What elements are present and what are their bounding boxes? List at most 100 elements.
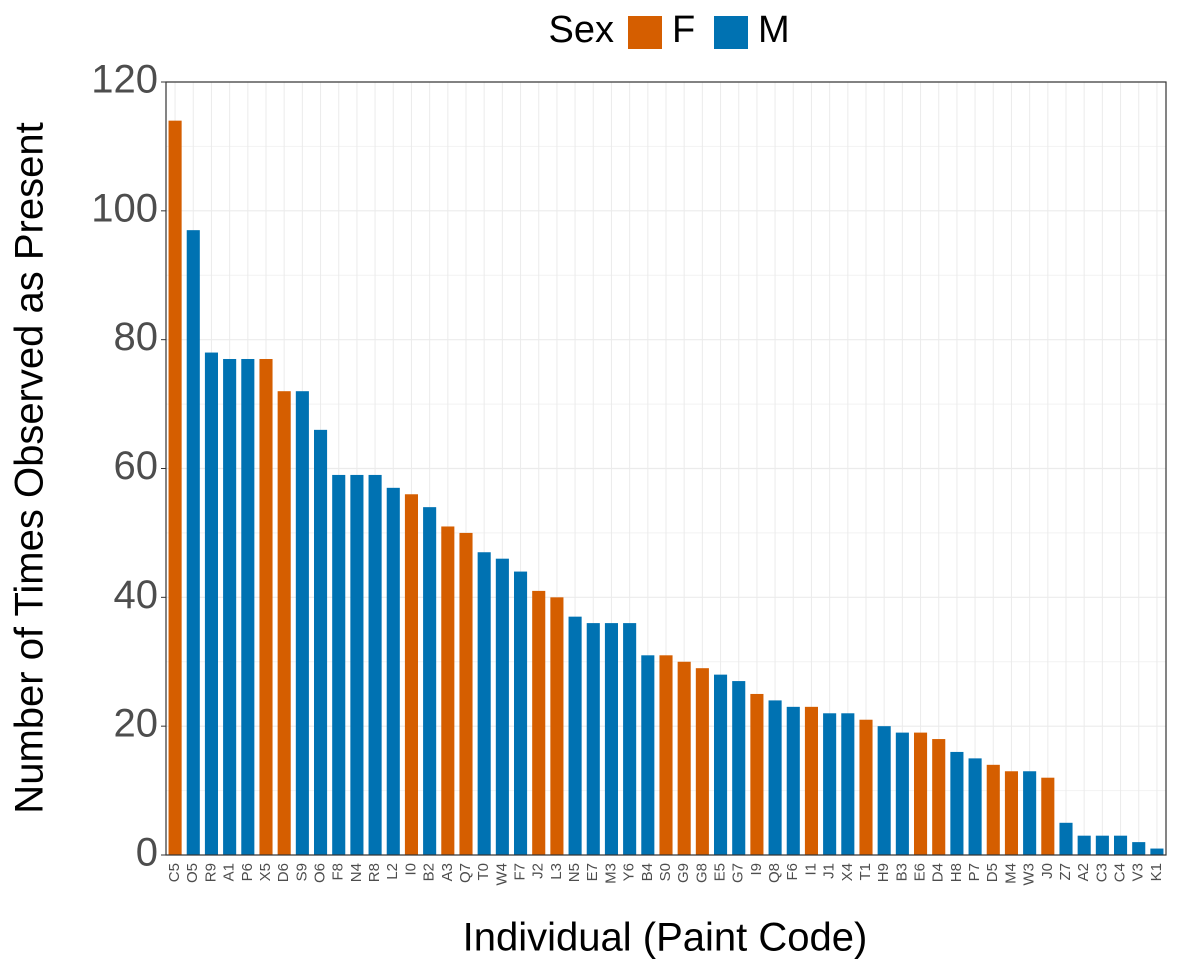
bar <box>368 474 382 855</box>
y-tick-label: 20 <box>114 702 159 746</box>
x-tick-label: F8 <box>330 863 347 881</box>
x-tick-label: P7 <box>966 863 983 881</box>
y-tick-label: 40 <box>114 573 159 617</box>
x-tick-label: L3 <box>548 863 565 880</box>
bar <box>441 526 455 855</box>
x-tick-label: D4 <box>930 863 947 882</box>
bar <box>1041 777 1055 855</box>
x-tick-label: I0 <box>402 863 419 876</box>
x-tick-label: A1 <box>221 863 238 881</box>
bar <box>768 700 782 855</box>
x-tick-label: T1 <box>857 863 874 881</box>
x-tick-label: A3 <box>439 863 456 881</box>
bar <box>1095 835 1109 855</box>
bar <box>404 494 418 855</box>
x-tick-label: F7 <box>512 863 529 881</box>
bar <box>295 391 309 855</box>
x-axis-title: Individual (Paint Code) <box>463 916 868 960</box>
x-tick-label: L2 <box>384 863 401 880</box>
x-tick-label: H9 <box>875 863 892 882</box>
bar <box>586 623 600 855</box>
bar <box>386 487 400 855</box>
bar <box>550 597 564 855</box>
bar <box>514 571 528 855</box>
x-tick-label: J0 <box>1039 863 1056 879</box>
x-tick-label: H8 <box>948 863 965 882</box>
bar <box>1114 835 1128 855</box>
x-tick-label: C3 <box>1093 863 1110 882</box>
y-tick-label: 80 <box>114 315 159 359</box>
y-axis-title: Number of Times Observed as Present <box>8 122 52 813</box>
bar <box>477 552 491 855</box>
legend-title: Sex <box>549 9 614 51</box>
bar <box>423 507 437 855</box>
bar <box>604 623 618 855</box>
x-tick-label: X4 <box>839 863 856 881</box>
bar <box>641 655 655 855</box>
x-tick-label: P6 <box>239 863 256 881</box>
bar <box>1004 771 1018 855</box>
legend-swatch <box>714 16 748 49</box>
bar <box>986 764 1000 855</box>
x-tick-label: M4 <box>1002 863 1019 884</box>
bar <box>950 751 964 855</box>
x-tick-label: B3 <box>893 863 910 881</box>
bar <box>859 719 873 855</box>
x-tick-label: K1 <box>1148 863 1165 881</box>
bar <box>732 681 746 855</box>
x-tick-label: J2 <box>530 863 547 879</box>
bar <box>714 674 728 855</box>
bar <box>532 590 546 855</box>
y-tick-label: 100 <box>91 186 158 230</box>
y-tick-label: 120 <box>91 58 158 102</box>
bar <box>623 623 637 855</box>
x-tick-label: O6 <box>312 863 329 883</box>
x-tick-label: Y6 <box>621 863 638 881</box>
bar <box>823 713 837 855</box>
x-tick-label: F6 <box>784 863 801 881</box>
legend-label: M <box>758 9 790 51</box>
bar <box>277 391 291 855</box>
bar <box>877 726 891 855</box>
x-tick-label: Q7 <box>457 863 474 883</box>
x-tick-label: S0 <box>657 863 674 881</box>
x-tick-label: J1 <box>821 863 838 879</box>
x-tick-label: I9 <box>748 863 765 876</box>
x-tick-label: D5 <box>984 863 1001 882</box>
x-tick-label: X5 <box>257 863 274 881</box>
bar <box>204 352 218 855</box>
legend-label: F <box>672 9 695 51</box>
bar <box>1077 835 1091 855</box>
plot-border <box>165 81 1167 856</box>
bar <box>241 358 255 855</box>
y-tick-label: 0 <box>136 831 158 875</box>
bar <box>895 732 909 855</box>
bar <box>259 358 273 855</box>
bar <box>804 706 818 855</box>
x-tick-label: M3 <box>602 863 619 884</box>
x-tick-label: G8 <box>693 863 710 883</box>
bar <box>914 732 928 855</box>
x-tick-label: R8 <box>366 863 383 882</box>
bar <box>186 230 200 856</box>
bar <box>223 358 237 855</box>
bar <box>495 558 509 855</box>
x-tick-label: B2 <box>421 863 438 881</box>
bar <box>968 758 982 855</box>
x-tick-label: N4 <box>348 863 365 882</box>
x-tick-label: C4 <box>1112 863 1129 882</box>
bar <box>786 706 800 855</box>
bar <box>332 474 346 855</box>
bar <box>659 655 673 855</box>
x-tick-label: Z7 <box>1057 863 1074 881</box>
bar <box>350 474 364 855</box>
bar <box>459 532 473 855</box>
x-tick-label: A2 <box>1075 863 1092 881</box>
x-tick-label: S9 <box>293 863 310 881</box>
bar <box>1023 771 1037 855</box>
bar <box>314 429 328 855</box>
y-tick-label: 60 <box>114 444 159 488</box>
x-tick-label: R9 <box>202 863 219 882</box>
x-tick-label: W3 <box>1021 863 1038 886</box>
